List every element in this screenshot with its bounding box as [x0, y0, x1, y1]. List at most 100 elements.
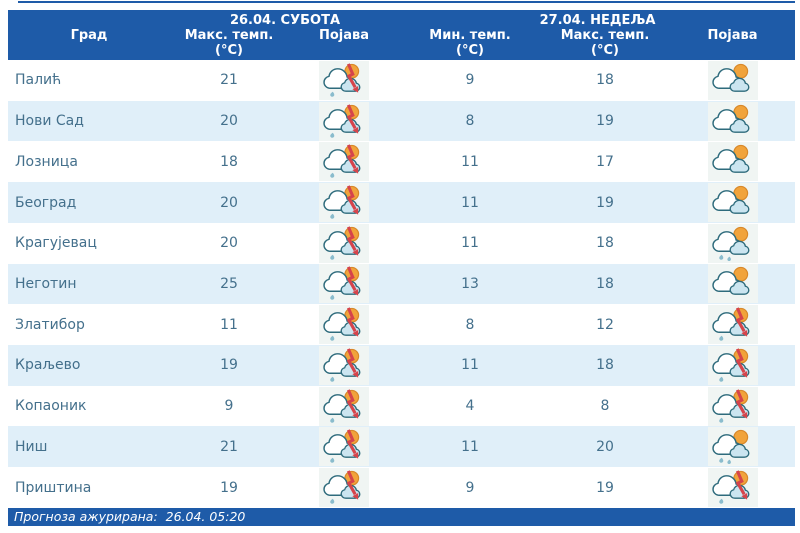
col-header-day2-max: Макс. темп. (°C): [540, 28, 670, 58]
column-header-row: Град Макс. темп. (°C) Појава Мин. темп. (°…: [8, 28, 795, 58]
day2-min-temp: 11: [461, 357, 479, 374]
day1-phenomenon-cell: [288, 223, 400, 264]
forecast-updated-text: Прогноза ажурирана: 26.04. 05:20: [14, 508, 246, 524]
day1-max-temp: 20: [220, 194, 238, 211]
day1-max-temp: 9: [224, 398, 234, 415]
col-header-day2-min: Мин. темп. (°C): [400, 28, 540, 58]
col-header-day1-max-label: Макс. темп.: [184, 28, 274, 43]
thunderstorm-sun-icon: [319, 142, 369, 182]
day2-phenomenon-cell: [670, 182, 795, 223]
thunderstorm-sun-icon: [319, 468, 369, 508]
thunderstorm-sun-icon: [319, 60, 369, 100]
day2-phenomenon-cell: [670, 141, 795, 182]
day1-phenomenon-cell: [288, 182, 400, 223]
partly-cloudy-icon: [707, 142, 758, 182]
day2-max-temp: 17: [596, 153, 614, 170]
table-row: Златибор 11 8 12: [8, 304, 795, 345]
day1-max-temp: 18: [220, 153, 238, 170]
thunderstorm-sun-icon: [319, 183, 369, 223]
table-header: 26.04. СУБОТА 27.04. НЕДЕЉА Град Макс. т…: [8, 10, 795, 60]
day1-phenomenon-cell: [288, 386, 400, 427]
day1-max-temp: 21: [220, 438, 238, 455]
city-name: Лозница: [15, 153, 78, 170]
table-row: Београд 20 11 19: [8, 182, 795, 223]
date-header-row: 26.04. СУБОТА 27.04. НЕДЕЉА: [8, 14, 795, 28]
day2-max-temp: 12: [596, 316, 614, 333]
table-row: Приштина 19 9 19: [8, 467, 795, 508]
day2-phenomenon-cell: [670, 101, 795, 142]
day2-min-temp: 11: [461, 194, 479, 211]
city-name: Златибор: [15, 316, 85, 333]
col-header-day1-max: Макс. темп. (°C): [170, 28, 288, 58]
day1-max-temp: 21: [220, 72, 238, 89]
thunderstorm-sun-icon: [319, 427, 369, 467]
table-row: Крагујевац 20 11 18: [8, 223, 795, 264]
col-header-day2-max-unit: (°C): [591, 43, 619, 58]
day2-phenomenon-cell: [670, 467, 795, 508]
city-name: Ниш: [15, 438, 48, 455]
day1-max-temp: 19: [220, 479, 238, 496]
table-top-border: [18, 1, 795, 3]
table-row: Палић 21 9 18: [8, 60, 795, 101]
day2-phenomenon-cell: [670, 304, 795, 345]
sun-rain-icon: [707, 223, 758, 263]
day2-max-temp: 18: [596, 275, 614, 292]
city-name: Неготин: [15, 275, 77, 292]
day2-max-temp: 20: [596, 438, 614, 455]
table-row: Лозница 18 11 17: [8, 141, 795, 182]
partly-cloudy-icon: [707, 101, 758, 141]
day1-max-temp: 19: [220, 357, 238, 374]
day1-phenomenon-cell: [288, 426, 400, 467]
thunderstorm-sun-icon: [319, 386, 369, 426]
col-header-day2-min-label: Мин. темп.: [429, 28, 511, 43]
day1-phenomenon-cell: [288, 467, 400, 508]
thunderstorm-sun-icon: [319, 264, 369, 304]
day2-min-temp: 11: [461, 153, 479, 170]
thunderstorm-sun-icon: [707, 345, 758, 385]
city-name: Приштина: [15, 479, 92, 496]
day2-min-temp: 11: [461, 235, 479, 252]
day1-phenomenon-cell: [288, 304, 400, 345]
day1-phenomenon-cell: [288, 264, 400, 305]
day1-max-temp: 20: [220, 235, 238, 252]
partly-cloudy-icon: [707, 60, 758, 100]
city-name: Палић: [15, 72, 62, 89]
day2-phenomenon-cell: [670, 60, 795, 101]
day2-max-temp: 19: [596, 113, 614, 130]
table-row: Ниш 21 11 20: [8, 426, 795, 468]
city-name: Крагујевац: [15, 235, 97, 252]
table-row: Краљево 19 11 18: [8, 345, 795, 386]
day2-max-temp: 8: [600, 398, 610, 415]
day1-date-header: 26.04. СУБОТА: [229, 13, 341, 28]
table-row: Неготин 25 13 18: [8, 263, 795, 305]
day2-phenomenon-cell: [670, 386, 795, 427]
day2-min-temp: 9: [465, 479, 475, 496]
forecast-table: 26.04. СУБОТА 27.04. НЕДЕЉА Град Макс. т…: [8, 10, 795, 526]
thunderstorm-sun-icon: [707, 305, 758, 345]
day2-min-temp: 8: [465, 113, 475, 130]
date-header-spacer: [8, 14, 170, 28]
table-row: Нови Сад 20 8 19: [8, 100, 795, 142]
city-name: Краљево: [15, 357, 81, 374]
day2-phenomenon-cell: [670, 345, 795, 386]
col-header-city: Град: [70, 28, 108, 43]
day2-min-temp: 11: [461, 438, 479, 455]
day2-min-temp: 4: [465, 398, 475, 415]
col-header-day1-max-unit: (°C): [215, 43, 243, 58]
city-name: Београд: [15, 194, 77, 211]
day1-max-temp: 20: [220, 113, 238, 130]
day2-min-temp: 13: [461, 275, 479, 292]
partly-cloudy-icon: [707, 264, 758, 304]
day1-phenomenon-cell: [288, 141, 400, 182]
city-name: Копаоник: [15, 398, 87, 415]
update-status-bar: Прогноза ажурирана: 26.04. 05:20: [8, 507, 795, 526]
day2-min-temp: 8: [465, 316, 475, 333]
partly-cloudy-icon: [707, 183, 758, 223]
col-header-day2-phenomenon: Појава: [707, 28, 758, 43]
day1-phenomenon-cell: [288, 60, 400, 101]
table-row: Копаоник 9 4 8: [8, 386, 795, 427]
day2-phenomenon-cell: [670, 223, 795, 264]
day1-max-temp: 25: [220, 275, 238, 292]
day2-max-temp: 18: [596, 72, 614, 89]
